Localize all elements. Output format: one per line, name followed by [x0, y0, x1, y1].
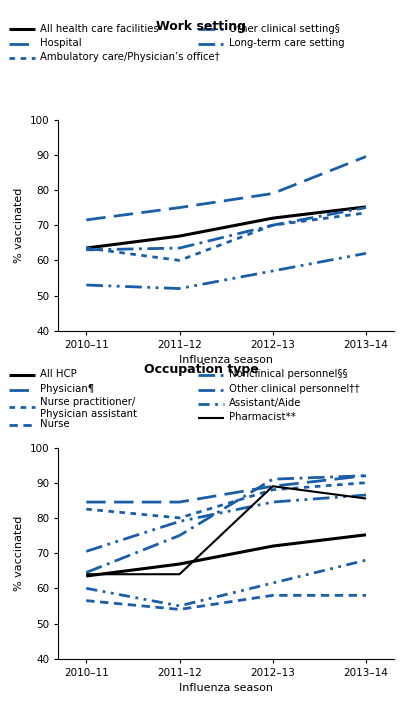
Text: Hospital: Hospital [40, 38, 82, 48]
Text: Nurse practitioner/: Nurse practitioner/ [40, 397, 135, 407]
Y-axis label: % vaccinated: % vaccinated [14, 516, 24, 591]
Text: All HCP: All HCP [40, 369, 77, 379]
Text: All health care facilities: All health care facilities [40, 24, 158, 34]
Text: Occupation type: Occupation type [143, 363, 258, 376]
Y-axis label: % vaccinated: % vaccinated [14, 188, 24, 263]
X-axis label: Influenza season: Influenza season [179, 355, 272, 365]
Text: Nurse: Nurse [40, 419, 70, 429]
Text: Ambulatory care/Physician’s office†: Ambulatory care/Physician’s office† [40, 52, 219, 62]
Text: Assistant/Aide: Assistant/Aide [229, 398, 301, 408]
Text: Other clinical personnel††: Other clinical personnel†† [229, 384, 359, 394]
X-axis label: Influenza season: Influenza season [179, 683, 272, 693]
Text: Pharmacist**: Pharmacist** [229, 412, 295, 422]
Text: Work setting: Work setting [156, 20, 245, 33]
Text: Physician assistant: Physician assistant [40, 409, 137, 419]
Text: Long-term care setting: Long-term care setting [229, 38, 344, 48]
Text: Physician¶: Physician¶ [40, 384, 94, 394]
Text: Other clinical setting§: Other clinical setting§ [229, 24, 339, 34]
Text: Nonclinical personnel§§: Nonclinical personnel§§ [229, 369, 347, 379]
